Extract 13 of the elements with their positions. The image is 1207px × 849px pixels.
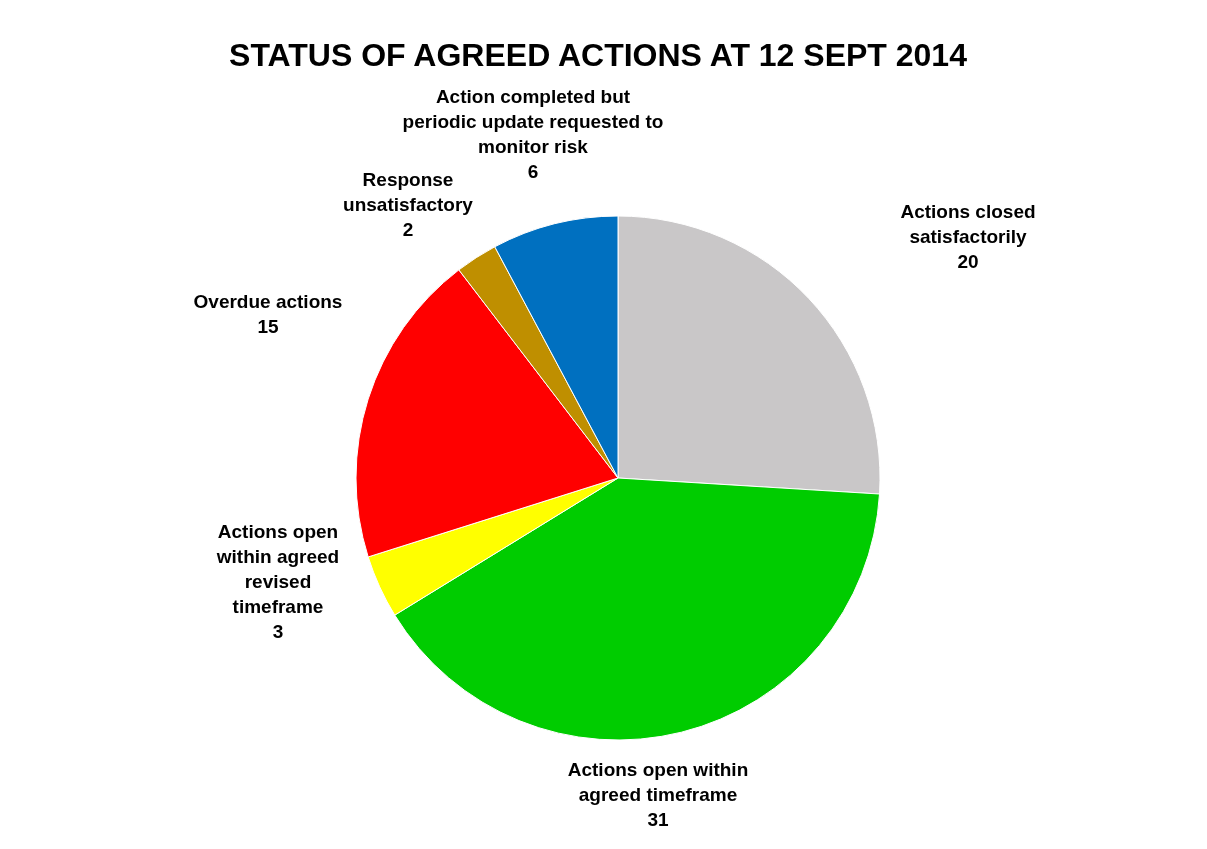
slice-label: Response unsatisfactory	[343, 169, 474, 215]
data-label: 6	[527, 161, 539, 182]
slice-label: Actions open within agreed revised timeframe	[215, 521, 340, 617]
data-label: 20	[957, 251, 979, 272]
chart-title: STATUS OF AGREED ACTIONS AT 12 SEPT 2014	[229, 37, 968, 73]
data-label: 15	[257, 316, 279, 337]
data-label: 3	[272, 621, 284, 642]
slice-label: Actions open within agreed timeframe	[567, 759, 749, 805]
slice-label: Actions closed satisfactorily	[900, 201, 1036, 247]
data-label: 31	[647, 809, 669, 830]
slice-label: Overdue actions	[193, 291, 343, 312]
data-label: 2	[402, 219, 414, 240]
slice-label: Action completed but periodic update requested to monitor risk	[402, 86, 664, 157]
